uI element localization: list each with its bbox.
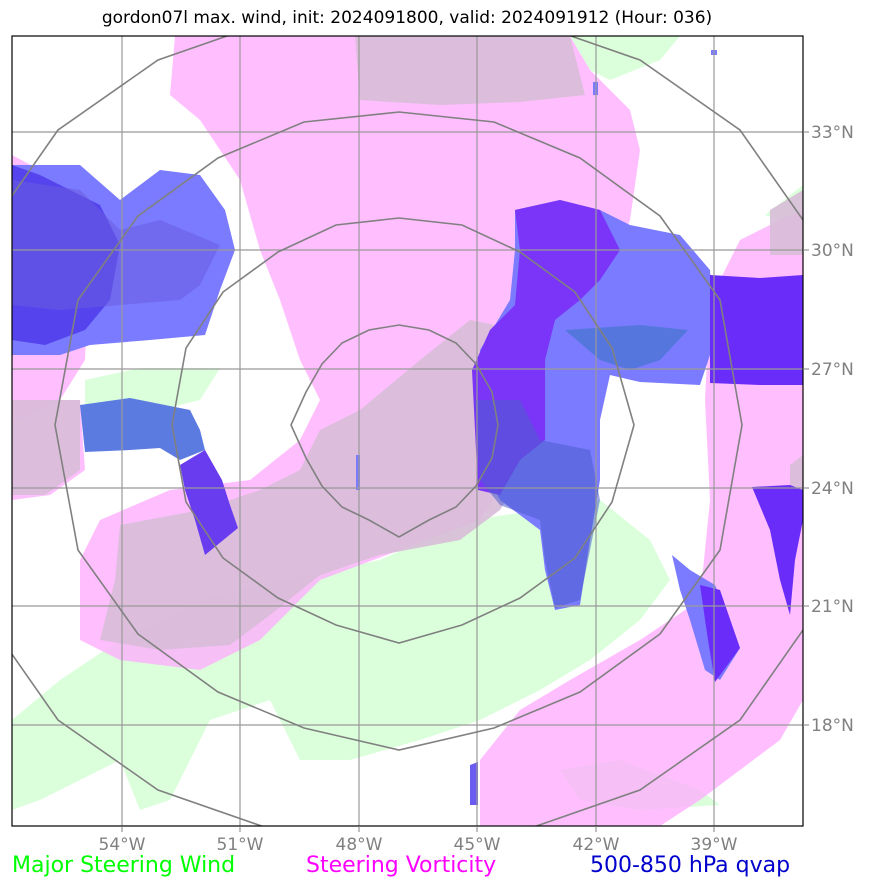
lon-label-39w: 39°W — [691, 835, 738, 855]
lon-label-51w: 51°W — [217, 835, 264, 855]
range-ring-4 — [12, 36, 803, 826]
qvap-southeast-dark — [700, 585, 740, 682]
lat-label-30n: 30°N — [811, 241, 854, 261]
tick-marks — [121, 131, 809, 832]
plot-frame — [11, 35, 804, 827]
lon-label-48w: 48°W — [336, 835, 383, 855]
lat-label-27n: 27°N — [811, 360, 854, 380]
qvap-south-sliver — [470, 762, 478, 805]
range-ring-3 — [54, 111, 743, 751]
range-ring-2 — [171, 217, 635, 644]
range-rings — [12, 36, 803, 826]
lon-label-54w: 54°W — [99, 835, 146, 855]
range-ring-1 — [290, 324, 499, 538]
graticule — [12, 36, 803, 826]
qvap-center-overlap — [475, 400, 600, 608]
qvap-west-overlap — [12, 180, 220, 310]
qvap-east-dark — [710, 275, 803, 385]
lon-label-45w: 45°W — [454, 835, 501, 855]
wind-region-southwest — [12, 500, 670, 810]
overlap-region-far-east — [790, 455, 803, 490]
overlap-region-center — [100, 320, 540, 650]
qvap-layer — [12, 50, 803, 805]
wind-region-north — [570, 36, 680, 80]
lat-label-21n: 21°N — [811, 597, 854, 617]
qvap-midwest-dark — [180, 450, 238, 555]
legend-qvap: 500-850 hPa qvap — [590, 853, 791, 878]
overlap-region-east — [770, 190, 803, 255]
qvap-midwest-light — [80, 398, 205, 460]
overlap-region-north — [355, 36, 585, 105]
lat-label-18n: 18°N — [811, 716, 854, 736]
lon-labels: 54°W 51°W 48°W 45°W 42°W 39°W — [99, 835, 738, 855]
legend-steering-vorticity: Steering Vorticity — [306, 853, 497, 878]
lat-labels: 33°N 30°N 27°N 24°N 21°N 18°N — [811, 123, 854, 736]
map-title: gordon07l max. wind, init: 2024091800, v… — [101, 8, 713, 28]
overlap-layer — [12, 36, 803, 650]
lat-label-24n: 24°N — [811, 479, 854, 499]
qvap-far-east — [752, 485, 803, 615]
legend-steering-wind: Major Steering Wind — [12, 853, 236, 878]
lon-label-42w: 42°W — [573, 835, 620, 855]
lat-label-33n: 33°N — [811, 123, 854, 143]
